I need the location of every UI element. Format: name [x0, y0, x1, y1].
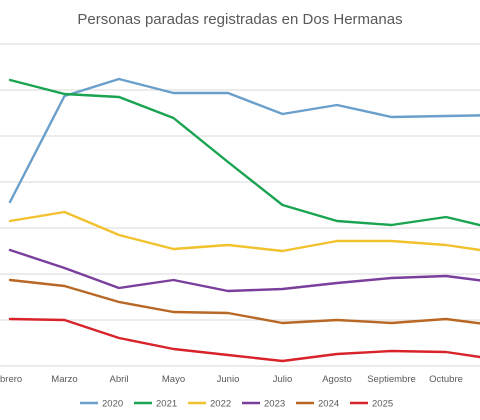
legend-label: 2023 — [264, 399, 285, 410]
x-tick-label: Marzo — [51, 374, 77, 385]
x-tick-label: Septiembre — [367, 374, 416, 385]
x-tick-label: Agosto — [322, 374, 352, 385]
series-line-2022 — [8, 210, 480, 253]
x-tick-label: Mayo — [162, 374, 185, 385]
legend: 2020 2021 2022 2023 2024 2025 — [80, 399, 393, 410]
series-line-2020 — [8, 77, 480, 204]
grid — [0, 43, 480, 367]
chart-title: Personas paradas registradas en Dos Herm… — [77, 11, 402, 28]
legend-label: 2020 — [102, 399, 123, 410]
x-tick-label: Octubre — [429, 374, 463, 385]
legend-label: 2024 — [318, 399, 339, 410]
legend-label: 2021 — [156, 399, 177, 410]
x-axis-ticks: brero Marzo Abril Mayo Junio Julio Agosto Septi… — [0, 374, 463, 385]
legend-label: 2022 — [210, 399, 231, 410]
series-line-2024 — [8, 278, 480, 325]
x-tick-label: Abril — [109, 374, 128, 385]
legend-label: 2025 — [372, 399, 393, 410]
series-line-2025 — [8, 317, 480, 363]
series-line-2023 — [8, 248, 480, 293]
series-line-2021 — [8, 78, 480, 227]
x-tick-label: Junio — [217, 374, 240, 385]
x-tick-label: Julio — [273, 374, 293, 385]
series-lines — [8, 77, 480, 363]
x-tick-label: brero — [0, 374, 22, 385]
